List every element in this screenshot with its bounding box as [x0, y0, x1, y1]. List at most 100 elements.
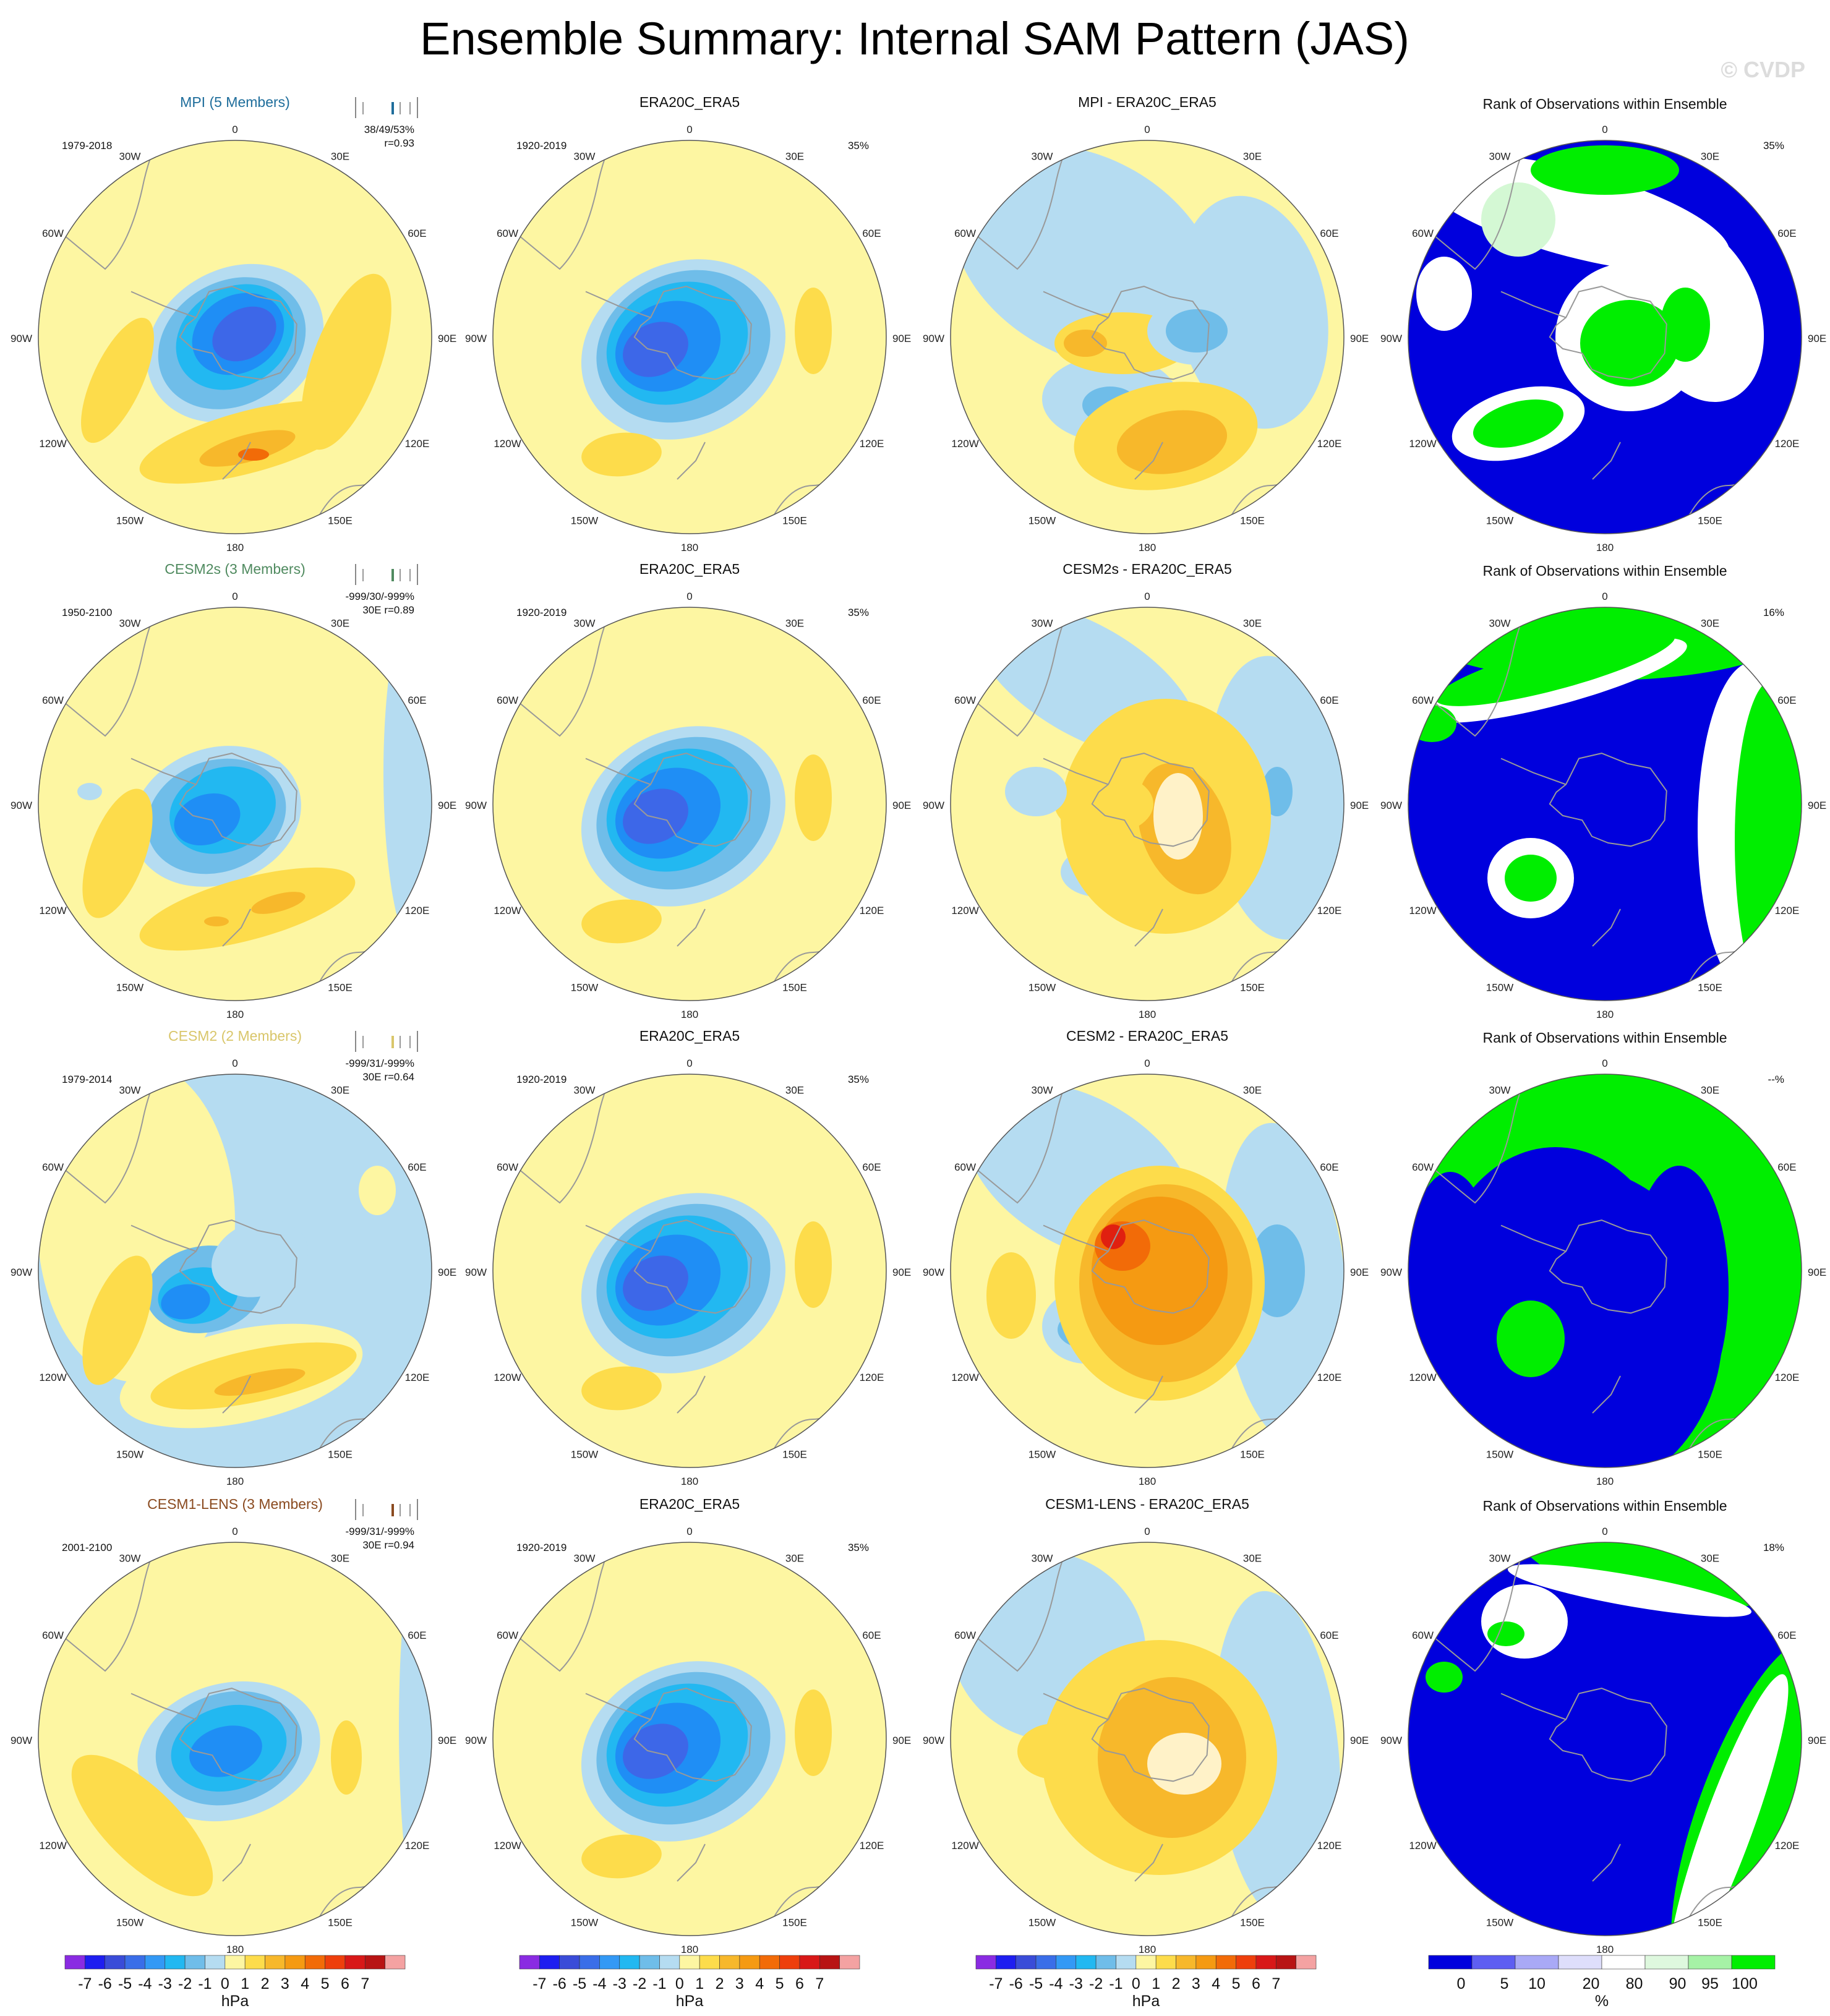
- longitude-label: 150E: [1698, 1916, 1722, 1928]
- colorbar-swatch: [539, 1955, 560, 1970]
- longitude-label: 30E: [1701, 1085, 1719, 1096]
- contour-region: [189, 1725, 262, 1777]
- model-panel: 0 30E 60E 90E 120E 150E 180 150W 120W 90W 60W 30W CE…: [11, 1496, 456, 1955]
- model-correlation-label: 30E r=0.94: [362, 1539, 414, 1551]
- longitude-label: 30E: [1701, 1553, 1719, 1565]
- longitude-label: 30E: [785, 1553, 804, 1565]
- colorbar-tick-label: 4: [301, 1975, 309, 1993]
- longitude-label: 90W: [923, 333, 944, 344]
- contour-region: [1580, 300, 1679, 387]
- contour-region: [795, 1689, 832, 1776]
- contour-region: [1473, 399, 1564, 448]
- colorbar-swatch: [1015, 1955, 1037, 1970]
- colorbar-tick-label: -3: [613, 1975, 626, 1993]
- longitude-label: 0: [232, 1526, 237, 1537]
- colorbar-tick-label: 7: [361, 1975, 369, 1993]
- colorbar-swatch: [64, 1955, 85, 1970]
- colorbar-swatch: [1601, 1955, 1646, 1970]
- south-america-coastline: [493, 1542, 616, 1672]
- map-field: [951, 1074, 1344, 1467]
- map-field: [1408, 607, 1802, 1001]
- model-correlation-label: 30E r=0.64: [362, 1071, 414, 1083]
- longitude-label: 60E: [1777, 228, 1796, 239]
- colorbar-swatch: [1176, 1955, 1197, 1970]
- contour-region: [1116, 410, 1228, 474]
- rank-panel-title: Rank of Observations within Ensemble: [1482, 1030, 1727, 1046]
- colorbar-swatch: [1515, 1955, 1559, 1970]
- map-field: [38, 1542, 432, 1936]
- colorbar-tick-label: -5: [573, 1975, 586, 1993]
- longitude-label: 120E: [860, 905, 884, 916]
- contour-region: [581, 1834, 662, 1879]
- colorbar-swatch: [719, 1955, 740, 1970]
- south-america-coastline: [1408, 607, 1531, 737]
- map-boundary: [950, 1074, 1345, 1468]
- colorbar-swatch: [325, 1955, 346, 1970]
- longitude-label: 60W: [954, 1629, 976, 1641]
- africa-coastline: [751, 1542, 839, 1554]
- colorbar-tick-label: 5: [1232, 1975, 1241, 1993]
- longitude-label: 60W: [1412, 1629, 1434, 1641]
- colorbar-tick-label: -6: [553, 1975, 567, 1993]
- colorbar-tick-label: 4: [1212, 1975, 1220, 1993]
- longitude-label: 120W: [1409, 905, 1436, 916]
- longitude-label: 90E: [892, 333, 911, 344]
- longitude-label: 60W: [497, 1161, 518, 1173]
- contour-region: [81, 317, 154, 443]
- longitude-label: 0: [232, 1057, 237, 1069]
- contour-region: [1153, 773, 1203, 860]
- colorbar-tick-label: 0: [1457, 1975, 1466, 1993]
- rank-panel-title: Rank of Observations within Ensemble: [1482, 1498, 1727, 1514]
- contour-region: [82, 1255, 153, 1385]
- longitude-label: 60W: [954, 694, 976, 706]
- colorbar-tick-label: 7: [1272, 1975, 1280, 1993]
- map-boundary: [492, 1074, 887, 1468]
- colorbar-tick-label: 3: [1192, 1975, 1200, 1993]
- colorbar-swatch: [1116, 1955, 1137, 1970]
- colorbar-tick-label: 5: [1500, 1975, 1509, 1993]
- south-america-coastline: [38, 607, 161, 737]
- south-america-coastline: [493, 140, 616, 270]
- colorbar-tick-label: -7: [78, 1975, 92, 1993]
- colorbar-tick-label: 4: [755, 1975, 764, 1993]
- observation-period-label: 1920-2019: [516, 1542, 567, 1553]
- longitude-label: 30W: [1032, 151, 1053, 163]
- longitude-label: 60E: [1320, 1161, 1338, 1173]
- colorbar-swatch: [284, 1955, 306, 1970]
- difference-panel-title: CESM2 - ERA20C_ERA5: [1066, 1028, 1228, 1044]
- longitude-label: 30W: [1489, 618, 1511, 630]
- longitude-label: 180: [1139, 1009, 1156, 1020]
- model-panel: 0 30E 60E 90E 120E 150E 180 150W 120W 90W 60W 30W CE…: [11, 561, 456, 1020]
- longitude-label: 90E: [438, 333, 456, 344]
- longitude-label: 60E: [1320, 228, 1338, 239]
- antarctic-peninsula-coastline: [1043, 1224, 1109, 1252]
- contour-region: [1481, 1584, 1568, 1659]
- antarctic-peninsula-coastline: [130, 758, 197, 785]
- map-field: [493, 1074, 886, 1467]
- longitude-label: 30W: [119, 1553, 141, 1565]
- longitude-label: 120E: [405, 905, 430, 916]
- longitude-label: 120W: [1409, 438, 1436, 450]
- new-zealand-coastline: [1592, 1375, 1621, 1414]
- colorbar-swatch: [385, 1955, 406, 1970]
- longitude-label: 0: [1144, 591, 1150, 602]
- colorbar-swatch: [579, 1955, 600, 1970]
- colorbar-tick-label: -3: [158, 1975, 172, 1993]
- south-america-coastline: [1408, 1074, 1531, 1204]
- antarctic-peninsula-coastline: [585, 758, 651, 785]
- rank-colorbar: 0 5 10 20 80 90 95 100%: [1428, 1955, 1776, 2010]
- south-america-coastline: [1408, 1542, 1531, 1672]
- colorbar-tick-label: 7: [815, 1975, 824, 1993]
- longitude-label: 120W: [951, 438, 978, 450]
- antarctica-coastline: [1091, 1219, 1210, 1314]
- contour-region: [1507, 1564, 1752, 1617]
- longitude-label: 180: [226, 1476, 244, 1487]
- map-field: [493, 140, 886, 534]
- new-zealand-coastline: [1134, 1375, 1163, 1414]
- longitude-label: 30E: [331, 618, 349, 630]
- longitude-label: 120E: [1317, 438, 1342, 450]
- colorbar-swatch: [759, 1955, 780, 1970]
- colorbar-tick-label: -4: [592, 1975, 606, 1993]
- colorbar-tick-label: -4: [1049, 1975, 1063, 1993]
- longitude-label: 150W: [571, 1448, 598, 1460]
